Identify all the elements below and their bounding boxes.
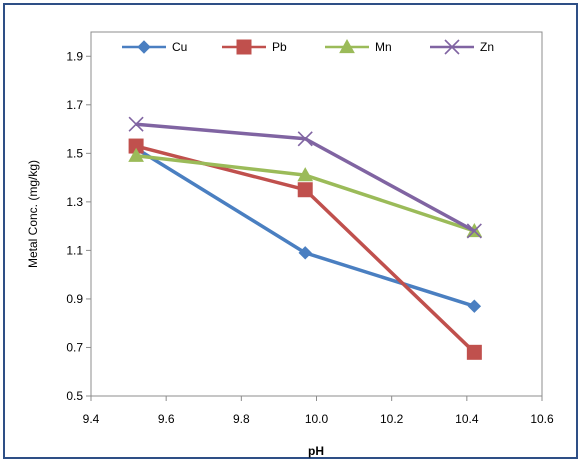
y-axis-title: Metal Conc. (mg/kg)	[26, 160, 40, 268]
legend-swatch-marker	[236, 39, 252, 55]
data-point-zn	[297, 131, 313, 147]
legend-item-mn: Mn	[325, 38, 392, 54]
legend-label: Mn	[375, 40, 392, 54]
y-tick-label: 1.5	[66, 146, 83, 160]
y-tick-label: 0.5	[66, 389, 83, 403]
series-layer	[128, 116, 483, 360]
y-tick-label: 0.7	[66, 340, 83, 354]
legend-label: Cu	[172, 40, 187, 54]
y-tick-label: 1.9	[66, 49, 83, 63]
y-tick-label: 1.1	[66, 243, 83, 257]
plot-area	[90, 31, 543, 397]
data-point-mn	[128, 147, 144, 162]
y-tick-label: 1.7	[66, 98, 83, 112]
legend-swatch-marker	[339, 38, 355, 54]
x-axis-title: pH	[308, 444, 324, 458]
legend-item-cu: Cu	[122, 40, 187, 54]
x-tick-label: 9.4	[83, 412, 100, 426]
marker-stroke	[466, 223, 482, 239]
legend-label: Zn	[480, 40, 494, 54]
x-tick-label: 10.0	[305, 412, 329, 426]
x-tick-label: 10.4	[455, 412, 479, 426]
data-point-zn	[466, 223, 482, 239]
legend-label: Pb	[272, 40, 287, 54]
data-point-zn	[128, 116, 144, 132]
series-zn	[128, 116, 482, 239]
y-tick-label: 0.9	[66, 292, 83, 306]
data-point-cu	[298, 246, 312, 260]
x-tick-label: 10.2	[380, 412, 404, 426]
y-axis: 0.5 0.7 0.9 1.1 1.3 1.5 1.7 1.9	[66, 49, 91, 403]
marker-stroke	[444, 39, 460, 55]
data-point-pb	[466, 344, 482, 360]
x-axis: 9.4 9.6 9.8 10.0 10.2 10.4 10.6	[83, 396, 554, 426]
x-tick-label: 10.6	[530, 412, 554, 426]
marker-stroke	[297, 131, 313, 147]
legend-item-zn: Zn	[430, 39, 494, 55]
x-tick-label: 9.8	[233, 412, 250, 426]
legend-item-pb: Pb	[222, 39, 287, 55]
legend: Cu Pb Mn Zn	[122, 38, 494, 55]
legend-swatch-marker	[444, 39, 460, 55]
y-tick-label: 1.3	[66, 195, 83, 209]
series-mn	[128, 147, 483, 238]
data-point-cu	[467, 299, 482, 313]
x-tick-label: 9.6	[158, 412, 175, 426]
marker-stroke	[128, 116, 144, 132]
legend-swatch-marker	[137, 40, 151, 54]
data-point-mn	[297, 167, 314, 182]
data-point-pb	[297, 182, 313, 198]
